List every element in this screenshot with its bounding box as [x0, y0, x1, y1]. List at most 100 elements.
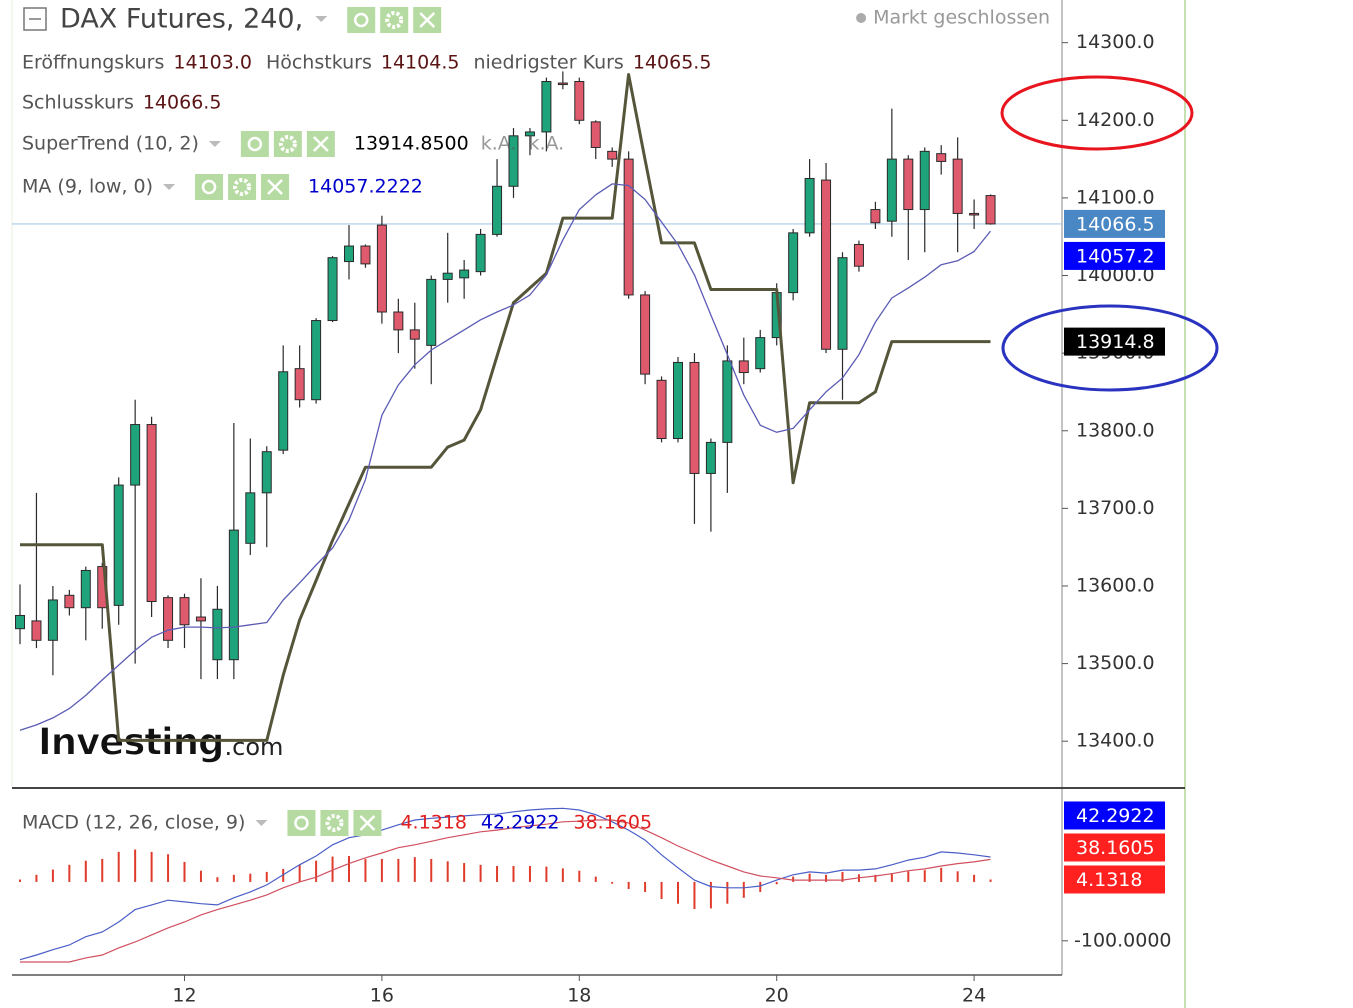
x-tick-label: 12 — [172, 985, 196, 1007]
icon-close — [312, 136, 329, 152]
legend-value: 14104.5 — [381, 52, 460, 74]
indicator-name: MACD (12, 26, close, 9) — [22, 812, 245, 834]
price-tag — [1064, 833, 1165, 862]
candle-body — [640, 294, 651, 375]
candle-body — [195, 616, 206, 622]
indicator-note: k.A. — [481, 133, 517, 155]
candle-body — [47, 599, 58, 641]
icon-eye — [247, 136, 263, 152]
price-tag — [1064, 801, 1165, 830]
y-tick-label: 13800.0 — [1076, 419, 1155, 441]
price-tag — [1064, 209, 1165, 238]
x-tick-label: 20 — [765, 985, 789, 1007]
annotation-ellipse — [1000, 75, 1194, 151]
legend-label: niedrigster Kurs — [473, 52, 623, 74]
candle-body — [376, 224, 387, 313]
candle-body — [886, 158, 897, 222]
y-tick-label: 13400.0 — [1076, 730, 1155, 752]
candle-body — [360, 245, 371, 265]
icon-close — [359, 815, 376, 831]
legend-label: Schlusskurs — [22, 92, 134, 114]
indicator-line — [19, 183, 992, 731]
candle-body — [261, 451, 272, 494]
candle-body — [837, 257, 848, 350]
main-pane: 14300.014200.014100.014000.013900.013800… — [12, 4, 1155, 764]
y-tick-label: 14200.0 — [1076, 109, 1155, 131]
status-dot — [856, 13, 867, 23]
legend-value: 14103.0 — [173, 52, 252, 74]
y-tick-label: -100.0000 — [1074, 929, 1172, 951]
indicator-value: 4.1318 — [400, 812, 466, 834]
chart-title: DAX Futures, 240, — [60, 4, 303, 35]
candle-body — [344, 245, 354, 263]
y-tick-label: 13500.0 — [1076, 652, 1155, 674]
y-tick-label: 14100.0 — [1076, 186, 1155, 208]
dropdown-caret — [315, 16, 328, 22]
candle-body — [853, 243, 864, 267]
indicator-value: 38.1605 — [574, 812, 653, 834]
candle-body — [294, 368, 305, 401]
icon-button — [228, 174, 257, 200]
candle-body — [623, 158, 634, 296]
macd-line — [19, 807, 991, 961]
candle-body — [903, 158, 914, 211]
candle-body — [130, 424, 141, 486]
candle-body — [705, 441, 716, 474]
candle-body — [936, 153, 947, 162]
price-tag-label: 4.1318 — [1076, 869, 1142, 891]
legend-value: 14065.5 — [633, 52, 712, 74]
x-tick-label: 18 — [567, 985, 591, 1007]
legend-value: 14066.5 — [143, 92, 222, 114]
candle-body — [870, 209, 881, 224]
candle-body — [327, 257, 338, 322]
candle-body — [245, 492, 256, 544]
candle-body — [541, 80, 552, 133]
candle-body — [311, 320, 322, 401]
price-tag-label: 14057.2 — [1076, 245, 1155, 267]
x-tick-label: 16 — [370, 985, 394, 1007]
indicator-line — [20, 73, 991, 742]
watermark: Investing — [38, 721, 224, 764]
macd-pane: -100.0000 12 16 18 20 24 MACD (12, 26, close, … — [19, 807, 1172, 1007]
candle-body — [689, 361, 700, 474]
indicator-name: SuperTrend (10, 2) — [22, 133, 199, 155]
legend-label: Höchstkurs — [266, 52, 372, 74]
price-tag-label: 42.2922 — [1076, 805, 1155, 827]
y-tick-label: 13600.0 — [1076, 574, 1155, 596]
annotation-ellipse — [1001, 304, 1219, 392]
icon-close — [267, 179, 283, 195]
icon-eye — [353, 12, 369, 28]
icon-button — [347, 7, 376, 33]
price-tag — [1064, 241, 1165, 270]
candle-body — [738, 360, 749, 374]
candle-body — [557, 82, 568, 86]
legend-label: Eröffnungskurs — [22, 52, 164, 74]
candle-body — [228, 529, 239, 661]
price-tag-label: 14066.5 — [1076, 213, 1155, 235]
candle-body — [212, 608, 223, 661]
candle-body — [508, 135, 519, 187]
y-tick-label: 14300.0 — [1076, 31, 1155, 53]
icon-gear — [233, 178, 252, 196]
candle-body — [722, 360, 733, 443]
candle-body — [80, 569, 91, 609]
indicator-value: 42.2922 — [481, 812, 560, 834]
x-tick-label: 24 — [962, 985, 986, 1007]
icon-button — [287, 810, 316, 836]
dropdown-caret — [255, 820, 268, 826]
price-tag — [1064, 327, 1165, 356]
candle-body — [64, 594, 75, 609]
candle-body — [31, 620, 42, 641]
indicator-name: MA (9, low, 0) — [22, 176, 153, 198]
candle-body — [590, 121, 601, 148]
icon-button — [273, 131, 302, 157]
price-tag-label: 13914.8 — [1076, 331, 1155, 353]
overlay: 14066.5 14057.2 13914.8 4.1318 38.1605 42.292… — [1000, 75, 1219, 894]
icon-gear — [325, 814, 344, 832]
indicator-value: 13914.8500 — [354, 133, 469, 155]
candle-body — [146, 424, 157, 603]
price-tag — [1064, 865, 1165, 894]
candle-body — [442, 272, 453, 280]
icon-eye — [294, 815, 309, 831]
